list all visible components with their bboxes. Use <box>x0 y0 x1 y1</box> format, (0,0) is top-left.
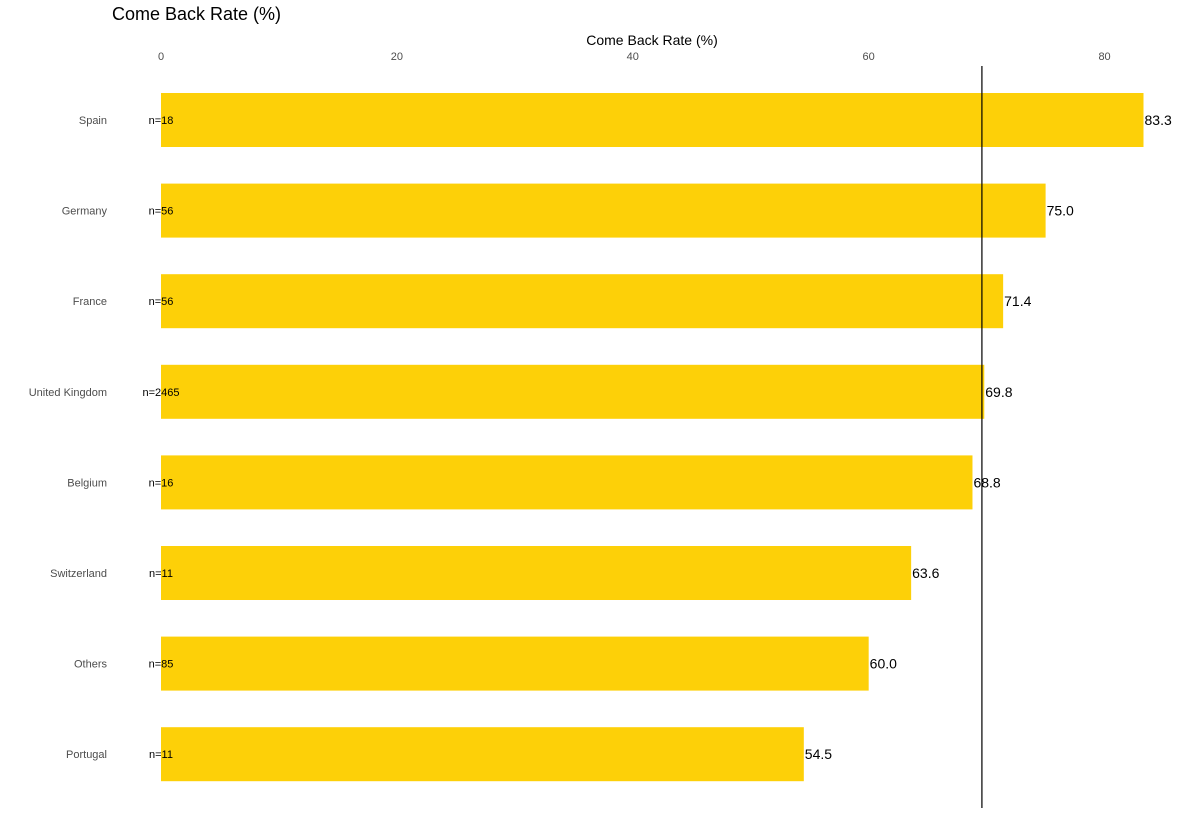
sample-size-label: n=56 <box>149 206 174 218</box>
category-label: United Kingdom <box>29 387 107 399</box>
value-label: 75.0 <box>1047 203 1074 219</box>
bars: Spain n=18 83.3 Germany n=56 75.0 France n=56 71… <box>29 93 1172 782</box>
bar <box>161 546 912 600</box>
value-label: 68.8 <box>973 474 1000 490</box>
value-label: 60.0 <box>870 656 897 672</box>
bar <box>161 364 985 419</box>
bar <box>161 455 973 510</box>
bar <box>161 183 1046 238</box>
sample-size-label: n=11 <box>149 749 173 761</box>
value-label: 63.6 <box>912 565 939 581</box>
bar <box>161 274 1004 329</box>
category-label: Others <box>74 659 108 671</box>
category-label: Switzerland <box>50 568 107 580</box>
bar <box>161 636 869 691</box>
category-label: Spain <box>79 115 107 127</box>
sample-size-label: n=16 <box>149 477 174 489</box>
value-label: 69.8 <box>985 384 1012 400</box>
category-label: Germany <box>62 206 108 218</box>
x-tick-label: 40 <box>627 51 639 63</box>
chart-title: Come Back Rate (%) <box>112 4 281 24</box>
x-tick-label: 80 <box>1098 51 1110 63</box>
sample-size-label: n=2465 <box>142 387 179 399</box>
value-label: 83.3 <box>1145 112 1172 128</box>
category-label: Portugal <box>66 749 107 761</box>
sample-size-label: n=11 <box>149 568 173 580</box>
sample-size-label: n=85 <box>149 659 174 671</box>
value-label: 54.5 <box>805 746 832 762</box>
x-axis-ticks: 0 20 40 60 80 <box>158 51 1111 63</box>
x-tick-label: 0 <box>158 51 164 63</box>
bar <box>161 93 1144 147</box>
bar <box>161 727 804 782</box>
x-tick-label: 20 <box>391 51 403 63</box>
sample-size-label: n=18 <box>149 115 174 127</box>
category-label: Belgium <box>67 477 107 489</box>
value-label: 71.4 <box>1004 293 1031 309</box>
x-axis-label: Come Back Rate (%) <box>586 32 717 48</box>
x-tick-label: 60 <box>863 51 875 63</box>
sample-size-label: n=56 <box>149 296 174 308</box>
category-label: France <box>73 296 107 308</box>
